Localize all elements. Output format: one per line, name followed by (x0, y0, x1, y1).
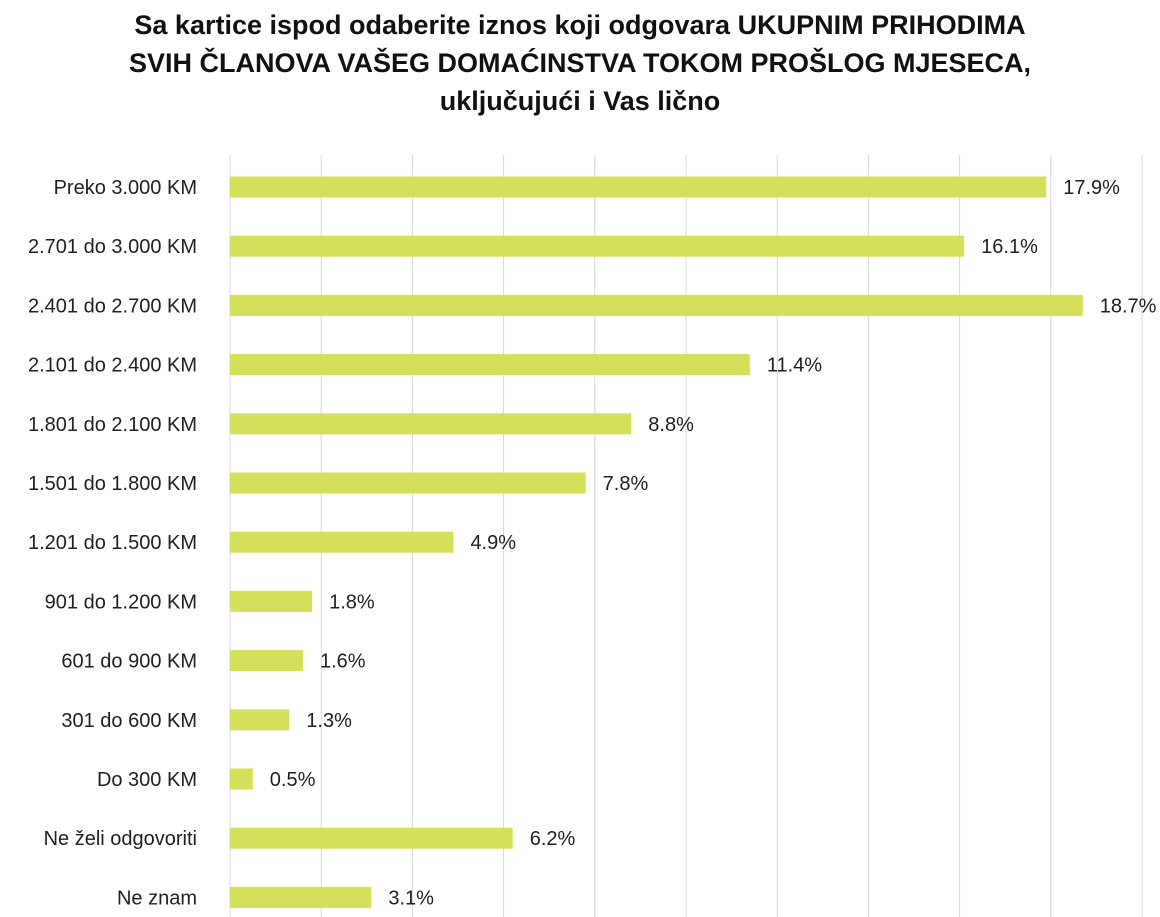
category-label: Ne znam (117, 887, 197, 909)
category-label: 601 do 900 KM (61, 651, 197, 673)
category-label: 1.501 do 1.800 KM (28, 473, 197, 495)
data-label: 6.2% (530, 828, 576, 850)
data-label: 3.1% (388, 887, 434, 909)
data-label: 16.1% (981, 236, 1038, 258)
data-label: 18.7% (1100, 295, 1157, 317)
category-label: 1.201 do 1.500 KM (28, 532, 197, 554)
category-label: 901 do 1.200 KM (45, 591, 197, 613)
bar (230, 590, 313, 612)
category-label: 1.801 do 2.100 KM (28, 414, 197, 436)
bar (230, 886, 372, 908)
category-label: Preko 3.000 KM (54, 177, 197, 199)
bar (230, 827, 513, 849)
data-label: 11.4% (767, 355, 822, 377)
chart-title-line-3: uključujući i Vas lično (439, 86, 721, 116)
bar (230, 235, 965, 257)
bar (230, 650, 303, 672)
data-label: 0.5% (270, 769, 316, 791)
bar (230, 709, 290, 731)
data-label: 1.8% (329, 591, 375, 613)
category-label: 2.101 do 2.400 KM (28, 355, 197, 377)
category-label: 301 do 600 KM (61, 710, 197, 732)
data-label: 7.8% (603, 473, 649, 495)
chart-title-line-2: SVIH ČLANOVA VAŠEG DOMAĆINSTVA TOKOM PRO… (128, 48, 1032, 78)
bar (230, 768, 253, 790)
chart-title: Sa kartice ispod odaberite iznos koji od… (0, 6, 1160, 120)
data-label: 1.6% (320, 651, 366, 673)
data-label: 8.8% (648, 414, 694, 436)
category-label: Ne želi odgovoriti (44, 828, 197, 850)
category-label: 2.401 do 2.700 KM (28, 295, 197, 317)
bar (230, 176, 1047, 198)
bar (230, 472, 586, 494)
data-label: 1.3% (306, 710, 352, 732)
category-label: 2.701 do 3.000 KM (28, 236, 197, 258)
bar (230, 413, 632, 435)
category-label: Do 300 KM (97, 769, 197, 791)
bar (230, 294, 1083, 316)
data-label: 17.9% (1063, 177, 1120, 199)
chart-title-line-1: Sa kartice ispod odaberite iznos koji od… (134, 10, 1026, 40)
bar (230, 354, 750, 376)
bar (230, 531, 454, 553)
data-label: 4.9% (470, 532, 516, 554)
